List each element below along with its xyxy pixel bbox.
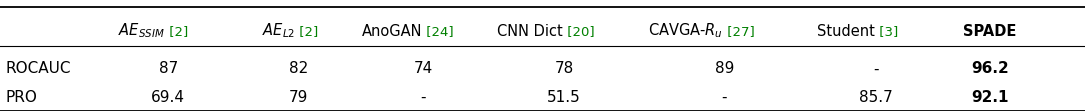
Text: 89: 89: [715, 61, 733, 76]
Text: PRO: PRO: [5, 90, 37, 105]
Text: 82: 82: [289, 61, 308, 76]
Text: [2]: [2]: [295, 25, 318, 38]
Text: 92.1: 92.1: [971, 90, 1009, 105]
Text: -: -: [420, 90, 426, 105]
Text: [27]: [27]: [724, 25, 755, 38]
Text: 87: 87: [158, 61, 178, 76]
Text: [24]: [24]: [422, 25, 454, 38]
Text: [3]: [3]: [876, 25, 898, 38]
Text: [20]: [20]: [563, 25, 595, 38]
Text: -: -: [873, 61, 879, 76]
Text: AnoGAN: AnoGAN: [361, 24, 422, 39]
Text: 85.7: 85.7: [859, 90, 893, 105]
Text: [2]: [2]: [165, 25, 188, 38]
Text: -: -: [722, 90, 727, 105]
Text: SPADE: SPADE: [963, 24, 1017, 39]
Text: $\mathit{AE}_{\mathit{SSIM}}$: $\mathit{AE}_{\mathit{SSIM}}$: [118, 22, 165, 40]
Text: $\mathit{AE}_{L2}$: $\mathit{AE}_{L2}$: [261, 22, 295, 40]
Text: 69.4: 69.4: [151, 90, 186, 105]
Text: 96.2: 96.2: [971, 61, 1009, 76]
Text: CNN Dict: CNN Dict: [497, 24, 563, 39]
Text: Student: Student: [817, 24, 876, 39]
Text: ROCAUC: ROCAUC: [5, 61, 71, 76]
Text: 74: 74: [413, 61, 433, 76]
Text: 79: 79: [289, 90, 308, 105]
Text: CAVGA-$\mathit{R}_u$: CAVGA-$\mathit{R}_u$: [648, 22, 724, 40]
Text: 51.5: 51.5: [547, 90, 582, 105]
Text: 78: 78: [554, 61, 574, 76]
